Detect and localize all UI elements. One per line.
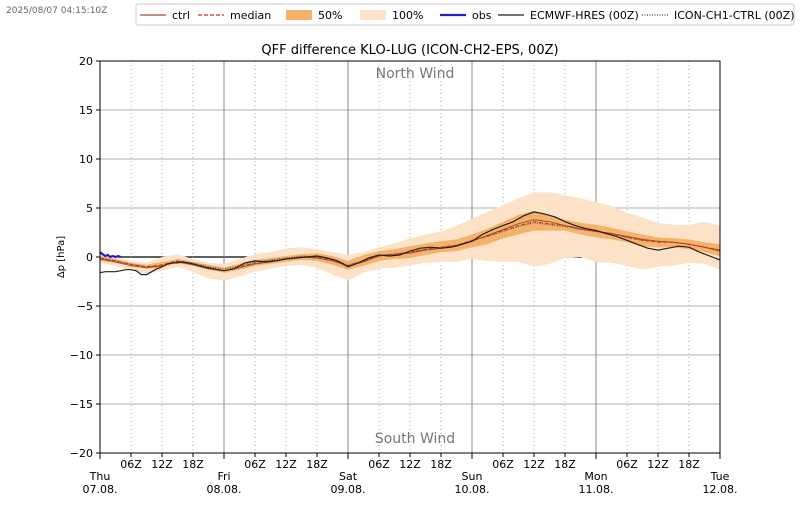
south-wind-label: South Wind — [375, 431, 455, 447]
y-tick-label: 5 — [86, 202, 93, 215]
x-tick-label-date: 07.08. — [83, 483, 118, 496]
timestamp: 2025/08/07 04:15:10Z — [6, 6, 108, 16]
legend-label-obs: obs — [472, 9, 492, 22]
y-tick-label: −5 — [77, 300, 93, 313]
chart-title: QFF difference KLO-LUG (ICON-CH2-EPS, 00… — [261, 43, 558, 58]
y-tick-label: 20 — [79, 55, 93, 68]
band-100 — [100, 192, 720, 281]
legend-label-hres: ECMWF-HRES (00Z) — [530, 9, 639, 22]
x-tick-label-hour: 12Z — [523, 458, 545, 471]
x-tick-label-hour: 18Z — [306, 458, 328, 471]
plot-frame — [99, 60, 721, 454]
x-tick-label-day: Mon — [584, 470, 607, 483]
x-tick-label-hour: 18Z — [182, 458, 204, 471]
y-tick-label: −10 — [70, 349, 93, 362]
line-obs — [99, 251, 122, 259]
y-tick-label: 0 — [86, 251, 93, 264]
legend-label-ctrl: ctrl — [172, 9, 190, 22]
x-tick-label-date: 10.08. — [455, 483, 490, 496]
x-tick-label-hour: 18Z — [430, 458, 452, 471]
annotations: North Wind South Wind — [375, 66, 455, 447]
x-tick-label-hour: 18Z — [678, 458, 700, 471]
x-tick-label-date: 11.08. — [579, 483, 614, 496]
x-tick-label-day: Fri — [217, 470, 230, 483]
legend-swatch-band50 — [286, 10, 312, 20]
x-tick-label-hour: 06Z — [616, 458, 638, 471]
legend-label-band50: 50% — [318, 9, 342, 22]
y-tick-label: 10 — [79, 153, 93, 166]
x-tick-label-hour: 18Z — [554, 458, 576, 471]
x-tick-label-day: Sat — [339, 470, 358, 483]
x-tick-label-hour: 06Z — [244, 458, 266, 471]
x-tick-label-hour: 12Z — [275, 458, 297, 471]
y-tick-label: −20 — [70, 447, 93, 460]
x-tick-label-hour: 12Z — [399, 458, 421, 471]
x-tick-label-hour: 06Z — [120, 458, 142, 471]
axes: 20 15 10 5 0 −5 −10 −15 −20 06Z 12Z 18Z 06Z 12Z 18Z 06Z… — [70, 55, 738, 496]
x-tick-label-hour: 06Z — [492, 458, 514, 471]
legend-label-ch1: ICON-CH1-CTRL (00Z) — [674, 9, 794, 22]
y-tick-label: 15 — [79, 104, 93, 117]
legend-label-median: median — [230, 9, 271, 22]
y-axis-label: Δp [hPa] — [56, 236, 67, 278]
x-tick-label-hour: 06Z — [368, 458, 390, 471]
legend-label-band100: 100% — [392, 9, 423, 22]
x-tick-label-day: Thu — [89, 470, 111, 483]
x-tick-label-hour: 12Z — [151, 458, 173, 471]
y-tick-label: −15 — [70, 398, 93, 411]
north-wind-label: North Wind — [376, 66, 455, 82]
x-tick-label-date: 12.08. — [703, 483, 738, 496]
x-tick-label-date: 09.08. — [331, 483, 366, 496]
lines — [99, 211, 721, 276]
x-tick-label-day: Sun — [462, 470, 483, 483]
line-ecmwf-hres — [99, 211, 721, 276]
x-tick-label-hour: 12Z — [647, 458, 669, 471]
x-tick-label-day: Tue — [710, 470, 730, 483]
legend: ctrl median 50% 100% obs ECMWF-HRES (00Z) ICON… — [140, 9, 794, 22]
x-tick-label-date: 08.08. — [207, 483, 242, 496]
legend-swatch-band100 — [360, 10, 386, 20]
